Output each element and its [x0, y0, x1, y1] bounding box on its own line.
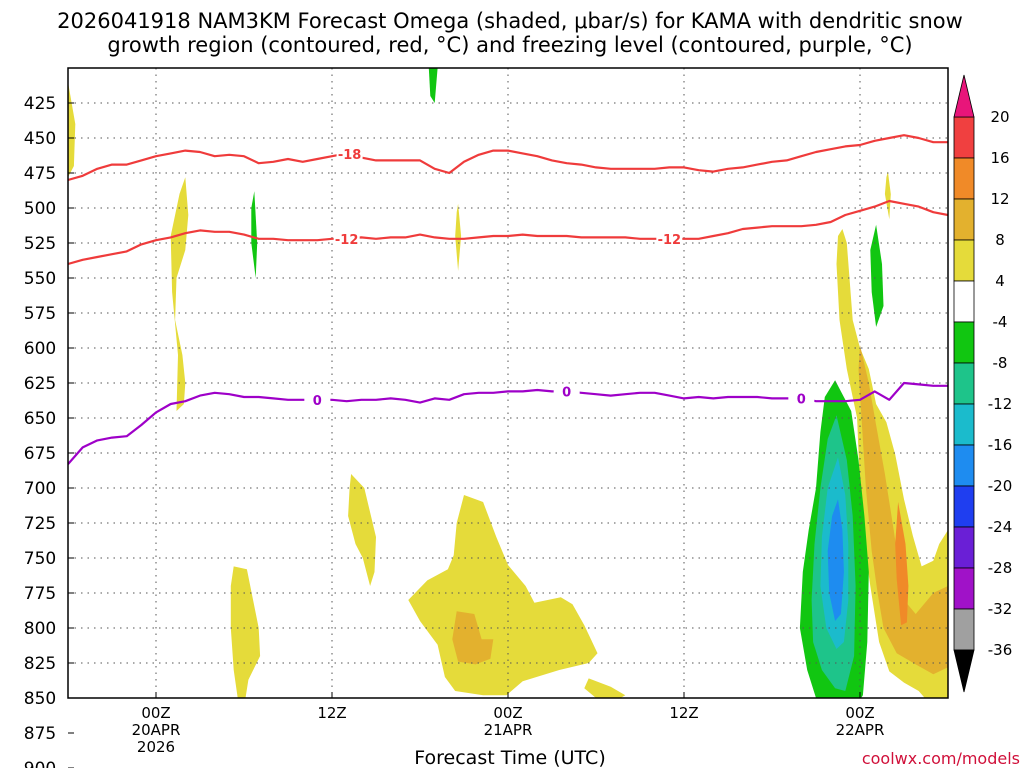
colorbar-bin-8	[953, 444, 975, 487]
y-tick-label-875: 875	[24, 724, 56, 744]
contour-label--12-1: -12	[658, 233, 682, 248]
y-tick-label-625: 625	[24, 374, 56, 394]
y-tick-label-800: 800	[24, 619, 56, 639]
contour-label-0-0: 0	[313, 394, 322, 409]
y-tick-label-750: 750	[24, 549, 56, 569]
x-tick-label-18-0: 12Z	[317, 704, 346, 722]
x-tick-label-54-1: 22APR	[836, 721, 885, 739]
y-tick-label-650: 650	[24, 409, 56, 429]
omega-region-13	[884, 171, 891, 220]
colorbar-bin-10	[953, 526, 975, 569]
omega-region-8	[452, 611, 494, 665]
omega-region-5	[230, 566, 261, 698]
colorbar-bin-3	[953, 239, 975, 282]
colorbar-label-8: -16	[988, 436, 1013, 454]
colorbar-label-9: -20	[988, 477, 1013, 495]
x-axis-label: Forecast Time (UTC)	[414, 747, 605, 768]
colorbar-bin-5	[953, 321, 975, 364]
y-tick-label-825: 825	[24, 654, 56, 674]
contour-label--12-0: -12	[335, 233, 359, 248]
colorbar-label-1: 16	[990, 149, 1009, 167]
contour-label-bg--18-0	[336, 146, 363, 163]
omega-region-10	[836, 229, 948, 698]
contour-line--12	[68, 199, 948, 266]
x-tick-label-6-2: 2026	[137, 738, 175, 756]
y-tick-label-525: 525	[24, 234, 56, 254]
x-tick-label-30-0: 00Z	[493, 704, 522, 722]
colorbar-bin-9	[953, 485, 975, 528]
contour-label-bg--12-1	[656, 230, 683, 247]
y-tick-label-425: 425	[24, 94, 56, 114]
omega-region-0	[68, 82, 76, 178]
y-tick-label-725: 725	[24, 514, 56, 534]
colorbar-label-7: -12	[988, 395, 1013, 413]
y-tick-label-475: 475	[24, 164, 56, 184]
y-tick-label-675: 675	[24, 444, 56, 464]
x-tick-label-54-0: 00Z	[845, 704, 874, 722]
colorbar-bin-1	[953, 157, 975, 200]
omega-region-6	[348, 474, 376, 586]
contour-label-0-2: 0	[797, 392, 806, 407]
x-tick-label-6-0: 00Z	[141, 704, 170, 722]
y-tick-label-775: 775	[24, 584, 56, 604]
x-tick-label-6-1: 20APR	[132, 721, 181, 739]
colorbar-label-11: -28	[988, 559, 1013, 577]
colorbar-label-10: -24	[988, 518, 1013, 536]
credit-text[interactable]: coolwx.com/models	[862, 749, 1020, 768]
omega-region-18	[827, 499, 844, 621]
colorbar-label-4: 4	[995, 272, 1005, 290]
colorbar-label-6: -8	[993, 354, 1008, 372]
colorbar-label-13: -36	[988, 641, 1013, 659]
y-tick-label-700: 700	[24, 479, 56, 499]
colorbar: 20 16 12 8 4 -4 -8 -12 -16 -20 -24 -28 -32 -36	[953, 74, 1013, 693]
colorbar-label-3: 8	[995, 231, 1005, 249]
colorbar-bottom-arrow	[953, 649, 975, 693]
colorbar-bin-7	[953, 403, 975, 446]
y-tick-label-850: 850	[24, 689, 56, 709]
contour-label-bg-0-2	[788, 390, 815, 407]
colorbar-top-arrow	[953, 74, 975, 118]
omega-region-12	[895, 502, 909, 626]
plot-area: -18 -12 -12 0 0 0 425 450 475 500 525 550 575 600 625 6…	[24, 67, 949, 768]
contour-label-bg-0-0	[304, 391, 331, 408]
contour-label-bg-0-1	[553, 383, 580, 400]
chart-title-line2: growth region (contoured, red, °C) and f…	[107, 33, 912, 57]
y-tick-label-450: 450	[24, 129, 56, 149]
contour-label-bg--12-0	[333, 230, 360, 247]
y-tick-label-500: 500	[24, 199, 56, 219]
chart-title-line1: 2026041918 NAM3KM Forecast Omega (shaded…	[57, 9, 963, 33]
contour-label--18-0: -18	[338, 148, 362, 163]
colorbar-bin-0	[953, 116, 975, 159]
colorbar-label-0: 20	[990, 108, 1009, 126]
contour-label-0-1: 0	[562, 385, 571, 400]
colorbar-label-5: -4	[993, 313, 1008, 331]
x-tick-label-42-0: 12Z	[669, 704, 698, 722]
y-tick-label-550: 550	[24, 269, 56, 289]
colorbar-label-2: 12	[990, 190, 1009, 208]
omega-region-11	[858, 345, 948, 675]
colorbar-bin-4	[953, 280, 975, 323]
omega-region-4	[455, 203, 462, 271]
colorbar-label-12: -32	[988, 600, 1013, 618]
omega-region-9	[584, 678, 626, 698]
colorbar-bin-11	[953, 567, 975, 610]
contour-line--18	[68, 134, 948, 182]
x-tick-label-30-1: 21APR	[484, 721, 533, 739]
colorbar-bin-12	[953, 608, 975, 651]
colorbar-bin-6	[953, 362, 975, 405]
omega-region-2	[251, 191, 258, 278]
y-tick-label-575: 575	[24, 304, 56, 324]
colorbar-bin-2	[953, 198, 975, 241]
omega-region-14	[870, 224, 884, 327]
y-tick-label-600: 600	[24, 339, 56, 359]
omega-region-3	[428, 68, 438, 103]
y-tick-label-900: 900	[24, 759, 56, 768]
